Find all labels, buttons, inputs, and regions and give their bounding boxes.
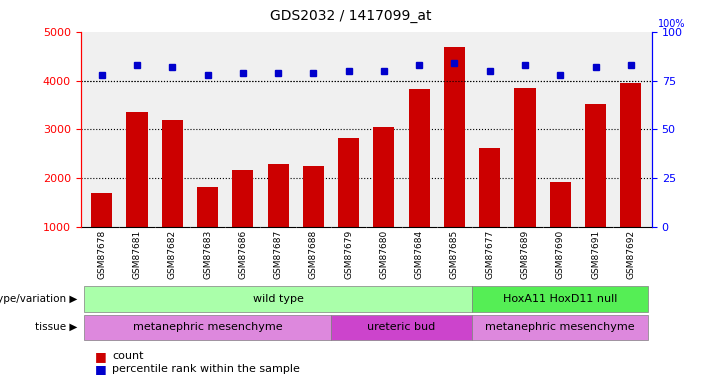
Text: ureteric bud: ureteric bud — [367, 322, 435, 332]
Text: GSM87687: GSM87687 — [273, 230, 283, 279]
Bar — [472, 315, 648, 340]
Text: metanephric mesenchyme: metanephric mesenchyme — [132, 322, 283, 332]
Bar — [444, 48, 465, 276]
Text: GSM87691: GSM87691 — [591, 230, 600, 279]
Text: GSM87677: GSM87677 — [485, 230, 494, 279]
Text: wild type: wild type — [252, 294, 304, 304]
Bar — [84, 286, 472, 312]
Text: HoxA11 HoxD11 null: HoxA11 HoxD11 null — [503, 294, 618, 304]
Bar — [585, 104, 606, 276]
Bar — [197, 187, 218, 276]
Text: GSM87679: GSM87679 — [344, 230, 353, 279]
Text: GSM87686: GSM87686 — [238, 230, 247, 279]
Text: GSM87688: GSM87688 — [309, 230, 318, 279]
Text: GSM87685: GSM87685 — [450, 230, 459, 279]
Bar — [472, 286, 648, 312]
Bar — [91, 193, 112, 276]
Text: GSM87681: GSM87681 — [132, 230, 142, 279]
Bar — [268, 165, 289, 276]
Bar — [162, 120, 183, 276]
Bar — [479, 148, 501, 276]
Bar — [515, 88, 536, 276]
Text: count: count — [112, 351, 144, 361]
Text: 100%: 100% — [658, 19, 685, 29]
Text: tissue ▶: tissue ▶ — [35, 322, 77, 332]
Text: GSM87690: GSM87690 — [556, 230, 565, 279]
Text: GDS2032 / 1417099_at: GDS2032 / 1417099_at — [270, 9, 431, 23]
Text: GSM87683: GSM87683 — [203, 230, 212, 279]
Text: ■: ■ — [95, 363, 107, 375]
Text: GSM87684: GSM87684 — [415, 230, 423, 279]
Text: percentile rank within the sample: percentile rank within the sample — [112, 364, 300, 374]
Bar — [232, 170, 254, 276]
Text: metanephric mesenchyme: metanephric mesenchyme — [485, 322, 635, 332]
Text: GSM87689: GSM87689 — [520, 230, 529, 279]
Text: genotype/variation ▶: genotype/variation ▶ — [0, 294, 77, 304]
Text: GSM87692: GSM87692 — [626, 230, 635, 279]
Bar — [550, 182, 571, 276]
Bar — [126, 112, 148, 276]
Bar — [374, 127, 395, 276]
Bar — [409, 89, 430, 276]
Bar — [331, 315, 472, 340]
Text: GSM87680: GSM87680 — [379, 230, 388, 279]
Text: GSM87678: GSM87678 — [97, 230, 107, 279]
Bar — [84, 315, 331, 340]
Bar — [338, 138, 359, 276]
Bar — [620, 83, 641, 276]
Text: GSM87682: GSM87682 — [168, 230, 177, 279]
Bar — [303, 166, 324, 276]
Text: ■: ■ — [95, 350, 107, 363]
